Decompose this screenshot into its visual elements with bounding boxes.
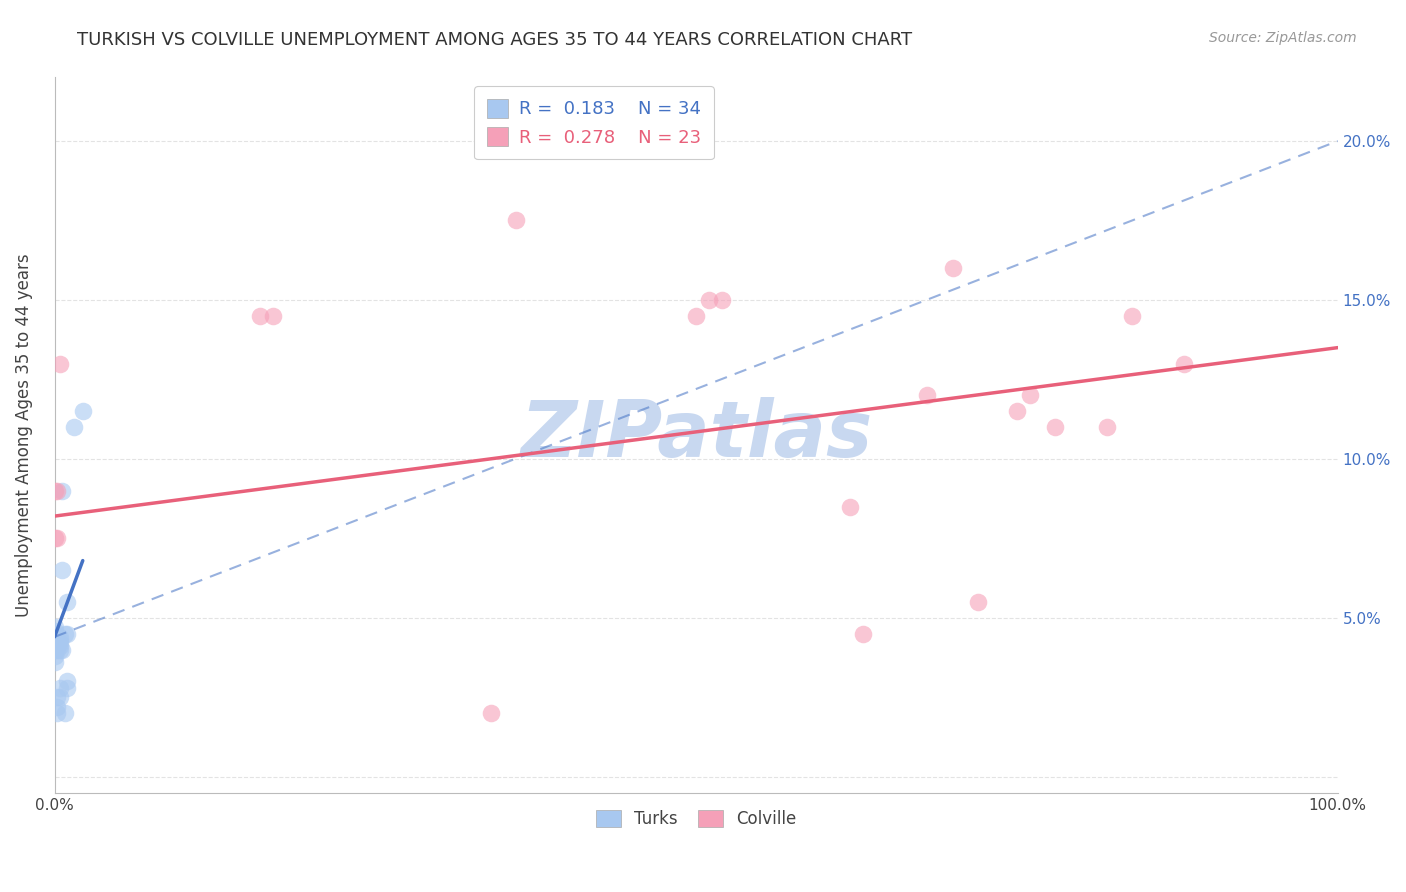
Point [1005, 404, 1028, 418]
Point [44, 483, 66, 498]
Point [505, 213, 527, 227]
Point [53, 626, 76, 640]
Point [48, 640, 70, 654]
Point [56, 626, 79, 640]
Point [44, 532, 66, 546]
Point [44, 642, 66, 657]
Point [48, 633, 70, 648]
Point [48, 690, 70, 705]
Point [46, 642, 69, 657]
Point [697, 293, 720, 307]
Point [51, 483, 73, 498]
Point [44, 633, 66, 648]
Point [942, 261, 965, 276]
Point [56, 674, 79, 689]
Point [44, 630, 66, 644]
Text: ZIPatlas: ZIPatlas [520, 397, 872, 473]
Point [1095, 420, 1118, 434]
Point [46, 699, 69, 714]
Point [46, 640, 69, 654]
Point [46, 532, 69, 546]
Point [44, 624, 66, 638]
Point [44, 640, 66, 654]
Point [710, 293, 733, 307]
Point [48, 636, 70, 650]
Point [1121, 309, 1143, 323]
Point [56, 681, 79, 695]
Point [46, 483, 69, 498]
Point [56, 595, 79, 609]
Point [46, 636, 69, 650]
Point [1045, 420, 1067, 434]
Point [51, 642, 73, 657]
Text: TURKISH VS COLVILLE UNEMPLOYMENT AMONG AGES 35 TO 44 YEARS CORRELATION CHART: TURKISH VS COLVILLE UNEMPLOYMENT AMONG A… [77, 31, 912, 49]
Point [685, 309, 707, 323]
Point [62, 420, 84, 434]
Point [46, 690, 69, 705]
Point [48, 681, 70, 695]
Point [839, 500, 862, 514]
Point [48, 630, 70, 644]
Point [51, 563, 73, 577]
Point [44, 626, 66, 640]
Point [852, 626, 875, 640]
Point [1173, 357, 1195, 371]
Point [262, 309, 284, 323]
Point [44, 656, 66, 670]
Point [967, 595, 990, 609]
Legend: Turks, Colville: Turks, Colville [589, 803, 803, 834]
Point [44, 648, 66, 663]
Point [72, 404, 94, 418]
Point [915, 388, 938, 402]
Point [249, 309, 271, 323]
Point [48, 357, 70, 371]
Point [44, 620, 66, 634]
Point [1018, 388, 1040, 402]
Point [46, 706, 69, 721]
Point [479, 706, 502, 721]
Point [53, 706, 76, 721]
Text: Source: ZipAtlas.com: Source: ZipAtlas.com [1209, 31, 1357, 45]
Point [48, 642, 70, 657]
Y-axis label: Unemployment Among Ages 35 to 44 years: Unemployment Among Ages 35 to 44 years [15, 253, 32, 617]
Point [44, 636, 66, 650]
